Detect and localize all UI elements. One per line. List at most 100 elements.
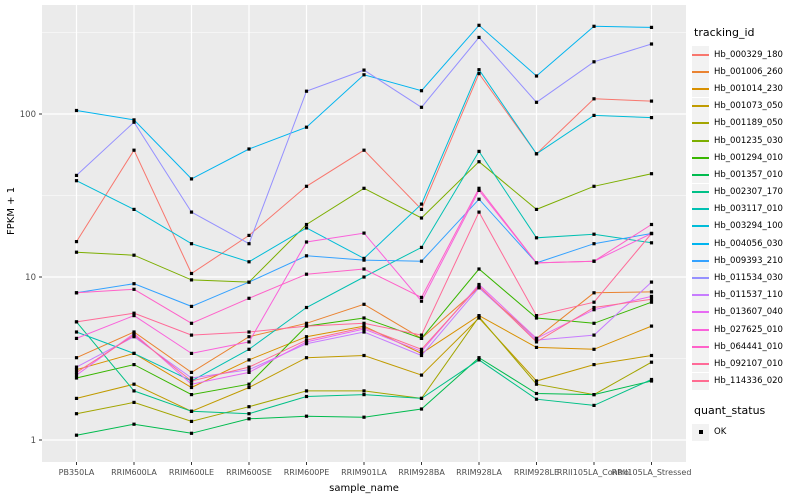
legend-item-Hb_001006_260: Hb_001006_260: [692, 63, 798, 81]
data-point: [304, 356, 309, 360]
legend-key-swatch: [692, 303, 709, 321]
quant-ok-label: OK: [714, 427, 727, 438]
data-point: [189, 177, 194, 181]
legend-item-Hb_001235_030: Hb_001235_030: [692, 132, 798, 150]
x-tick-label: RRIM928LA: [456, 468, 502, 477]
legend-item-Hb_003117_010: Hb_003117_010: [692, 200, 798, 218]
data-point: [74, 356, 79, 360]
legend-key-swatch: [692, 46, 709, 64]
data-point: [477, 149, 481, 153]
data-point: [534, 261, 539, 265]
legend-item-label: Hb_027625_010: [714, 324, 783, 335]
data-point: [592, 403, 596, 407]
legend-key-swatch: [692, 80, 709, 98]
legend-key-line-icon: [692, 328, 709, 331]
legend-item-label: Hb_000329_180: [714, 49, 783, 60]
data-point: [592, 333, 596, 337]
legend-item-Hb_011537_110: Hb_011537_110: [692, 286, 798, 304]
data-point: [649, 297, 654, 301]
data-point: [74, 330, 79, 334]
data-point: [477, 267, 481, 271]
legend-item-label: Hb_001006_260: [714, 66, 783, 77]
data-point: [477, 188, 481, 192]
legend-item-quant-ok: OK: [692, 423, 798, 441]
data-point: [419, 207, 424, 211]
legend-item-Hb_001014_230: Hb_001014_230: [692, 80, 798, 98]
legend-key-line-icon: [692, 173, 709, 176]
data-point: [189, 431, 194, 435]
data-point: [649, 360, 654, 364]
legend-key-swatch: [692, 200, 709, 218]
data-point: [362, 325, 366, 330]
data-point: [74, 373, 79, 377]
legend-item-Hb_003294_100: Hb_003294_100: [692, 217, 798, 235]
data-point: [132, 311, 136, 315]
legend-item-Hb_114336_020: Hb_114336_020: [692, 372, 798, 390]
data-point: [649, 294, 654, 298]
legend-key-swatch: [692, 183, 709, 201]
data-point: [592, 321, 596, 325]
legend-key-swatch: [692, 166, 709, 184]
data-point: [477, 286, 481, 290]
data-point: [534, 100, 539, 104]
data-point: [304, 321, 309, 325]
data-point: [304, 89, 309, 93]
data-point: [649, 116, 654, 120]
legend-key-line-icon: [692, 87, 709, 90]
data-point: [132, 287, 136, 291]
legend-item-label: Hb_114336_020: [714, 376, 783, 387]
data-point: [74, 336, 79, 340]
data-point: [592, 24, 596, 28]
data-point: [74, 433, 79, 437]
data-point: [304, 226, 309, 230]
data-point: [132, 118, 136, 122]
x-tick-label: RRIM600PE: [284, 468, 330, 477]
x-tick-label: RRIM901LA: [341, 468, 387, 477]
data-point: [477, 210, 481, 214]
legend-item-label: Hb_064441_010: [714, 341, 783, 352]
data-point: [419, 105, 424, 109]
data-point: [247, 382, 251, 386]
legend-panel: tracking_id Hb_000329_180 Hb_001006_260 Hb…: [692, 26, 798, 441]
data-point: [132, 363, 136, 367]
data-point: [247, 405, 251, 409]
data-point: [74, 320, 79, 324]
data-point: [649, 353, 654, 358]
legend-item-Hb_092107_010: Hb_092107_010: [692, 355, 798, 373]
data-point: [649, 300, 654, 304]
data-point: [419, 295, 424, 299]
data-point: [247, 347, 251, 351]
legend-key-swatch: [692, 286, 709, 304]
data-point: [74, 376, 79, 380]
data-point: [477, 72, 481, 76]
data-point: [477, 35, 481, 39]
legend-key-line-icon: [692, 53, 709, 56]
data-point: [362, 302, 366, 306]
quant-ok-key: [692, 423, 709, 441]
data-point: [362, 321, 366, 325]
data-point: [419, 349, 424, 353]
legend-key-line-icon: [692, 380, 709, 383]
data-point: [477, 160, 481, 164]
data-point: [189, 385, 194, 390]
data-point: [132, 120, 136, 124]
data-point: [419, 336, 424, 340]
legend-key-line-icon: [692, 70, 709, 73]
data-point: [419, 373, 424, 377]
data-point: [419, 351, 424, 355]
x-tick-label: RRIM600LE: [169, 468, 214, 477]
legend-key-line-icon: [692, 242, 709, 245]
legend-item-label: Hb_092107_010: [714, 358, 783, 369]
y-tick-label: 100: [20, 110, 36, 120]
legend-item-Hb_064441_010: Hb_064441_010: [692, 338, 798, 356]
y-tick-label: 1: [31, 436, 36, 446]
data-point: [477, 356, 481, 360]
x-tick-label: RRII105LA_Stressed: [612, 468, 692, 477]
legend-key-line-icon: [692, 156, 709, 159]
data-point: [132, 253, 136, 257]
legend-key-swatch: [692, 372, 709, 390]
data-point: [419, 245, 424, 249]
data-point: [534, 340, 539, 344]
data-point: [534, 379, 539, 383]
data-point: [132, 400, 136, 404]
